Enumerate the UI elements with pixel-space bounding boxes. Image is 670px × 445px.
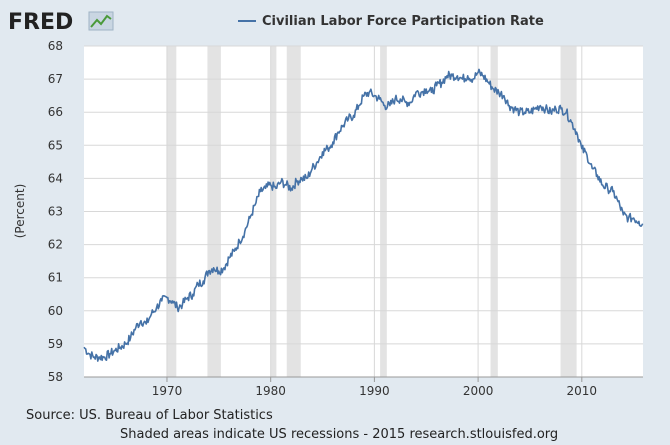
recession-note: Shaded areas indicate US recessions - 20… bbox=[120, 427, 559, 442]
y-axis-label: (Percent) bbox=[13, 184, 27, 239]
y-tick-label: 68 bbox=[48, 39, 63, 53]
y-tick-label: 64 bbox=[48, 171, 63, 185]
x-tick-label: 1980 bbox=[255, 384, 286, 398]
x-tick-label: 1970 bbox=[152, 384, 183, 398]
x-tick-label: 2000 bbox=[463, 384, 494, 398]
y-tick-label: 67 bbox=[48, 72, 63, 86]
y-tick-label: 66 bbox=[48, 105, 63, 119]
legend-label: Civilian Labor Force Participation Rate bbox=[262, 14, 544, 29]
x-tick-label: 2010 bbox=[567, 384, 598, 398]
source-note: Source: US. Bureau of Labor Statistics bbox=[26, 408, 273, 423]
series-line bbox=[83, 68, 644, 362]
y-tick-label: 59 bbox=[48, 337, 63, 351]
y-tick-label: 58 bbox=[48, 370, 63, 384]
line-chart-icon bbox=[88, 11, 114, 31]
y-tick-label: 61 bbox=[48, 271, 63, 285]
x-tick-label: 1990 bbox=[359, 384, 390, 398]
y-tick-label: 62 bbox=[48, 238, 63, 252]
x-axis: 1970 1980 1990 2000 2010 bbox=[152, 377, 597, 398]
fred-logo[interactable]: FRED bbox=[8, 10, 73, 35]
y-axis: 58 59 60 61 62 63 64 65 66 67 68 bbox=[48, 39, 63, 384]
legend: Civilian Labor Force Participation Rate bbox=[238, 14, 544, 29]
y-tick-label: 63 bbox=[48, 205, 63, 219]
y-tick-label: 60 bbox=[48, 304, 63, 318]
y-tick-label: 65 bbox=[48, 138, 63, 152]
